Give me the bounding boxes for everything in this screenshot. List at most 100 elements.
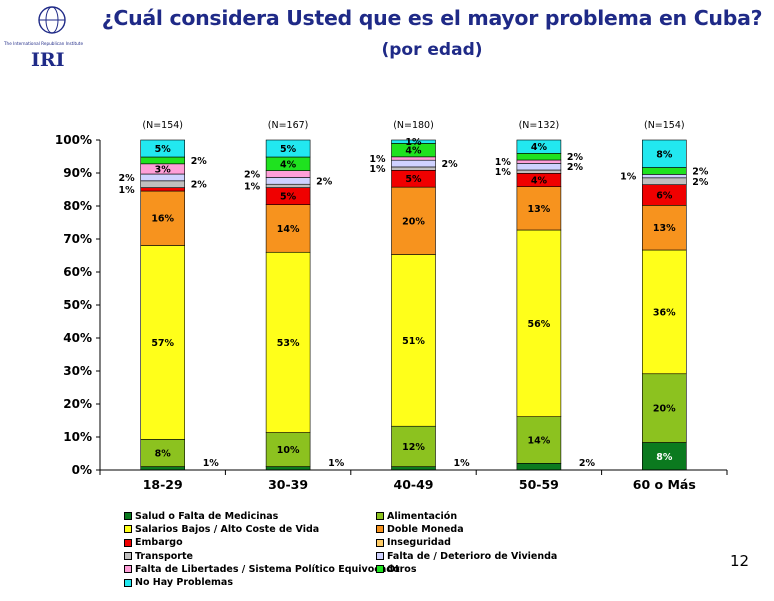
data-label: 14% bbox=[528, 436, 551, 447]
legend-swatch bbox=[124, 512, 132, 521]
data-label: 57% bbox=[151, 338, 174, 349]
n-label: (N=154) bbox=[142, 120, 183, 131]
data-label: 16% bbox=[151, 214, 174, 225]
data-label: 51% bbox=[402, 336, 425, 347]
legend-swatch bbox=[376, 538, 384, 547]
bar-segment bbox=[516, 229, 562, 417]
data-label: 10% bbox=[277, 445, 300, 456]
data-label: 2% bbox=[191, 180, 208, 191]
data-label: 4% bbox=[531, 176, 548, 187]
legend-label: Alimentación bbox=[387, 510, 458, 522]
data-label: 6% bbox=[656, 191, 673, 202]
x-category-label: 18-29 bbox=[143, 477, 183, 492]
data-label: 13% bbox=[653, 223, 676, 234]
legend-swatch bbox=[124, 578, 132, 587]
bar-segment bbox=[516, 169, 562, 174]
y-tick-label: 70% bbox=[63, 232, 92, 246]
bar-segment bbox=[641, 167, 687, 175]
data-label: 2% bbox=[442, 159, 459, 170]
y-tick-label: 90% bbox=[63, 166, 92, 180]
data-label: 1% bbox=[620, 172, 637, 183]
x-category-label: 60 o Más bbox=[633, 477, 696, 492]
bar-segment bbox=[641, 205, 687, 251]
legend-label: Doble Moneda bbox=[387, 523, 464, 535]
bar-segment bbox=[391, 156, 436, 161]
data-label: 1% bbox=[495, 167, 512, 178]
y-tick-label: 40% bbox=[63, 331, 92, 345]
data-label: 1% bbox=[454, 458, 471, 469]
bar-segment bbox=[516, 139, 562, 154]
stacked-bar-chart: 0% 10% 20% 30% 40% 50% 60% 70% 80% 90% 100% (N=154… bbox=[55, 120, 728, 492]
bar-segment bbox=[265, 170, 311, 178]
bar-segment bbox=[516, 416, 562, 464]
bar-segment bbox=[516, 153, 562, 161]
bar-segment bbox=[641, 442, 687, 471]
data-label: 12% bbox=[402, 442, 425, 453]
logo-small-text: The International Republican Institute bbox=[3, 41, 83, 46]
legend-swatch bbox=[124, 565, 132, 574]
bar-segment bbox=[391, 425, 436, 467]
bar-segment bbox=[391, 466, 436, 471]
y-tick-label: 100% bbox=[55, 133, 92, 147]
data-label: 2% bbox=[191, 156, 208, 167]
legend-label: Salud o Falta de Medicinas bbox=[135, 510, 279, 522]
legend-item: Otros bbox=[376, 563, 628, 575]
legend-label: Embargo bbox=[135, 537, 183, 549]
bar-segment bbox=[140, 466, 185, 471]
data-label: 36% bbox=[653, 307, 676, 318]
bar-segment bbox=[391, 254, 436, 427]
legend-item: Alimentación bbox=[376, 510, 628, 522]
data-label: 14% bbox=[277, 224, 300, 235]
data-label: 2% bbox=[579, 458, 596, 469]
legend-item: Doble Moneda bbox=[376, 523, 628, 535]
data-label: 4% bbox=[280, 159, 297, 170]
bar-segment bbox=[265, 183, 311, 188]
legend-item: Embargo bbox=[124, 537, 376, 549]
bars bbox=[140, 139, 687, 471]
data-label: 8% bbox=[656, 149, 673, 160]
legend-item: Falta de / Deterioro de Vivienda bbox=[376, 550, 628, 562]
data-label: 1% bbox=[119, 185, 136, 196]
data-label: 5% bbox=[405, 174, 422, 185]
bar-segment bbox=[140, 190, 185, 246]
legend-label: Inseguridad bbox=[387, 537, 451, 549]
legend-item: No Hay Problemas bbox=[124, 576, 376, 588]
bar-segment bbox=[265, 139, 311, 158]
data-label: 20% bbox=[402, 216, 425, 227]
bar-segment bbox=[265, 204, 311, 253]
legend-item: Inseguridad bbox=[376, 537, 628, 549]
legend-swatch bbox=[124, 538, 132, 547]
data-label: 13% bbox=[528, 204, 551, 215]
data-label: 4% bbox=[405, 146, 422, 157]
bar-segment bbox=[641, 373, 687, 443]
legend-label: No Hay Problemas bbox=[135, 577, 233, 589]
bar-segment bbox=[641, 249, 687, 375]
bar-segment bbox=[265, 432, 311, 467]
data-label: 56% bbox=[528, 319, 551, 330]
page-number: 12 bbox=[730, 552, 750, 570]
y-axis: 0% 10% 20% 30% 40% 50% 60% 70% 80% 90% 100% bbox=[55, 133, 101, 477]
legend-swatch bbox=[376, 525, 384, 534]
legend-item: Falta de Libertades / Sistema Político E… bbox=[124, 563, 400, 575]
page-title: ¿Cuál considera Usted que es el mayor pr… bbox=[101, 6, 763, 30]
x-axis: 18-29 30-39 40-49 50-59 60 o Más bbox=[99, 469, 728, 492]
data-label: 2% bbox=[244, 170, 261, 181]
bar-segment bbox=[140, 187, 185, 192]
legend-label: Falta de Libertades / Sistema Político E… bbox=[135, 563, 400, 575]
bar-segment bbox=[265, 177, 311, 185]
n-label: (N=167) bbox=[268, 120, 309, 131]
legend-item: Salarios Bajos / Alto Coste de Vida bbox=[124, 523, 376, 535]
data-label: 1% bbox=[244, 181, 261, 192]
data-label: 3% bbox=[155, 164, 172, 175]
bar-segment bbox=[391, 159, 436, 168]
data-label: 1% bbox=[203, 458, 220, 469]
data-label: 2% bbox=[567, 162, 584, 173]
legend-item: Salud o Falta de Medicinas bbox=[124, 510, 376, 522]
data-label: 2% bbox=[692, 177, 709, 188]
data-label: 53% bbox=[277, 338, 300, 349]
bar-segment bbox=[265, 251, 311, 433]
legend-label: Falta de / Deterioro de Vivienda bbox=[387, 550, 558, 562]
x-category-label: 40-49 bbox=[394, 477, 434, 492]
data-label: 1% bbox=[369, 164, 386, 175]
n-label: (N=180) bbox=[393, 120, 434, 131]
